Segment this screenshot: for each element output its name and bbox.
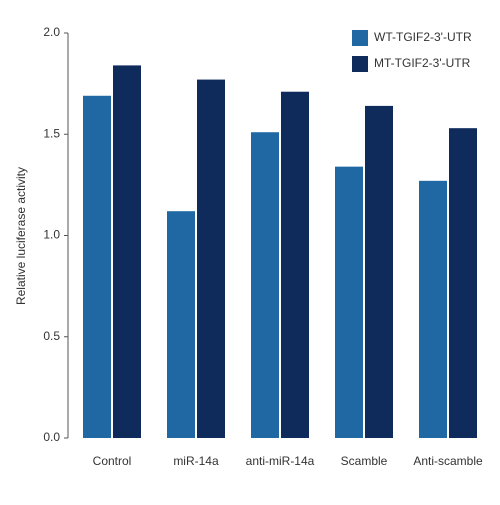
bar [251, 132, 279, 438]
legend-label: WT-TGIF2-3'-UTR [374, 30, 472, 44]
bar [197, 79, 225, 438]
y-tick-label: 1.5 [43, 126, 60, 140]
x-tick-label: anti-miR-14a [246, 454, 315, 468]
y-tick-label: 1.0 [43, 228, 60, 242]
bar [419, 180, 447, 438]
legend-swatch [352, 56, 368, 72]
x-tick-label: Scamble [341, 454, 388, 468]
x-tick-label: Anti-scamble [413, 454, 483, 468]
bar [449, 128, 477, 439]
x-tick-label: miR-14a [173, 454, 219, 468]
y-tick-label: 0.5 [43, 329, 60, 343]
y-axis-label: Relative luciferase activity [14, 167, 28, 305]
y-tick-label: 0.0 [43, 430, 60, 444]
x-tick-label: Control [93, 454, 132, 468]
legend-swatch [352, 30, 368, 46]
bar [83, 95, 111, 439]
bar [365, 105, 393, 439]
legend-label: MT-TGIF2-3'-UTR [374, 56, 471, 70]
bar [167, 211, 195, 438]
y-tick-label: 2.0 [43, 25, 60, 39]
bar [281, 91, 309, 438]
bar [113, 65, 141, 439]
bar [335, 166, 363, 438]
